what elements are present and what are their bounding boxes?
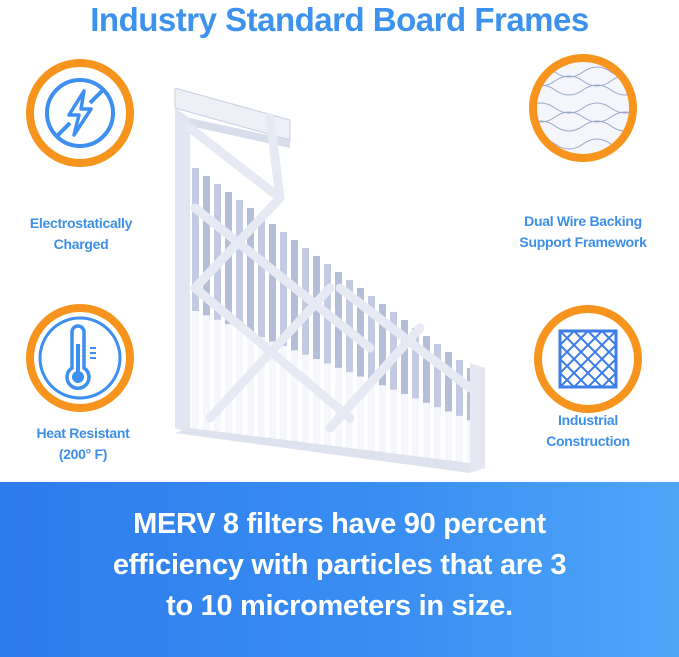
feature-label-industrial: Industrial Construction xyxy=(503,410,673,452)
label-line: Electrostatically xyxy=(29,215,133,231)
wire-mesh-icon xyxy=(529,54,637,162)
filter-pleat xyxy=(335,272,342,447)
filter-pleat-media xyxy=(313,359,320,444)
filter-pleat xyxy=(324,264,331,445)
filter-pleat xyxy=(258,216,265,437)
filter-pleat-media xyxy=(192,311,199,428)
filter-pleat-media xyxy=(456,415,463,462)
label-line: Industrial xyxy=(557,412,618,428)
filter-pleat xyxy=(412,328,419,456)
feature-label-electrostatic: Electrostatically Charged xyxy=(0,213,166,255)
filter-pleat xyxy=(401,320,408,455)
no-lightning-icon xyxy=(26,59,134,167)
label-line: Charged xyxy=(53,236,109,252)
filter-pleat xyxy=(269,224,276,438)
filter-pleat xyxy=(390,312,397,454)
filter-pleat-media xyxy=(258,337,265,437)
feature-label-heat: Heat Resistant (200° F) xyxy=(0,423,168,465)
air-filter-illustration xyxy=(174,88,485,473)
filter-pleat xyxy=(368,296,375,451)
filter-pleat-media xyxy=(302,354,309,442)
label-line: Heat Resistant xyxy=(36,425,130,441)
filter-pleat xyxy=(434,344,441,459)
filter-pleat-media xyxy=(214,319,221,431)
label-line: Dual Wire Backing xyxy=(524,213,642,229)
feature-label-dual-wire: Dual Wire Backing Support Framework xyxy=(498,211,668,253)
filter-pleat-media xyxy=(390,389,397,454)
filter-pleat-media xyxy=(401,394,408,455)
filter-pleat-media xyxy=(291,350,298,441)
filter-pleat xyxy=(445,352,452,461)
filter-pleat-media xyxy=(423,402,430,458)
filter-pleat xyxy=(291,240,298,441)
filter-pleat-media xyxy=(434,407,441,459)
label-line: (200° F) xyxy=(58,446,108,462)
banner-line: efficiency with particles that are 3 xyxy=(112,549,567,581)
filter-pleat-media xyxy=(225,324,232,433)
filter-pleat-media xyxy=(368,380,375,451)
filter-pleat xyxy=(313,256,320,444)
label-line: Construction xyxy=(546,433,630,449)
filter-pleat-media xyxy=(445,411,452,461)
banner-text: MERV 8 filters have 90 percent efficienc… xyxy=(0,504,679,627)
info-banner: MERV 8 filters have 90 percent efficienc… xyxy=(0,482,679,657)
filter-pleat-media xyxy=(280,345,287,440)
filter-pleat xyxy=(346,280,353,448)
page-title: Industry Standard Board Frames xyxy=(90,1,589,38)
filter-pleat xyxy=(379,304,386,452)
filter-pleat-media xyxy=(412,398,419,456)
filter-pleat xyxy=(247,208,254,435)
filter-pleat-media xyxy=(203,315,210,430)
filter-pleat-media xyxy=(247,332,254,435)
diamond-grid-icon xyxy=(534,305,642,413)
filter-pleat xyxy=(357,288,364,449)
banner-line: to 10 micrometers in size. xyxy=(166,590,513,622)
filter-pleat xyxy=(423,336,430,458)
label-line: Support Framework xyxy=(519,234,647,250)
banner-line: MERV 8 filters have 90 percent xyxy=(133,508,546,540)
filter-pleat-media xyxy=(269,341,276,438)
filter-pleat xyxy=(302,248,309,442)
filter-pleat xyxy=(192,168,199,428)
filter-pleat-media xyxy=(379,385,386,452)
thermometer-icon xyxy=(26,304,134,412)
filter-pleat-media xyxy=(357,376,364,449)
filter-pleat xyxy=(456,360,463,462)
filter-pleat xyxy=(236,200,243,434)
